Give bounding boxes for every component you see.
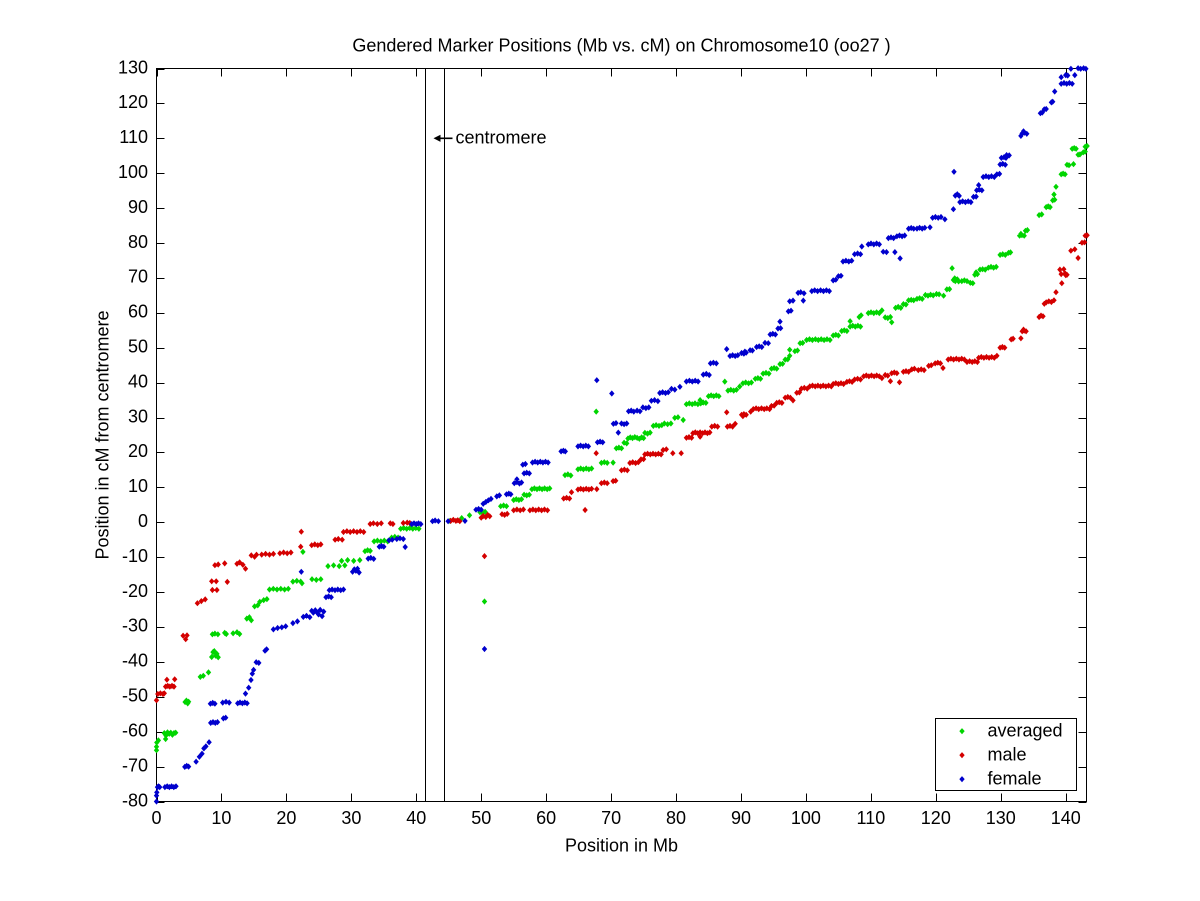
axis-ticks — [156, 68, 1087, 803]
legend-marker-averaged — [958, 727, 965, 734]
x-axis-label: Position in Mb — [564, 835, 679, 856]
x-tick-label: 70 — [601, 808, 621, 828]
y-tick-label: -50 — [122, 686, 148, 706]
y-tick-label: 20 — [128, 441, 148, 461]
x-tick-label: 60 — [536, 808, 556, 828]
legend-label-female: female — [987, 768, 1042, 789]
axes-box — [156, 68, 1087, 802]
y-tick-label: -30 — [122, 616, 148, 636]
y-tick-label: 30 — [128, 406, 148, 426]
x-tick-label: 120 — [921, 808, 951, 828]
legend-box: averaged male female — [934, 717, 1078, 791]
x-tick-label: 20 — [276, 808, 296, 828]
y-tick-label: -20 — [122, 581, 148, 601]
x-tick-label: 130 — [986, 808, 1016, 828]
y-tick-label: 10 — [128, 476, 148, 496]
x-tick-label: 0 — [151, 808, 161, 828]
legend-entry-averaged: averaged — [936, 719, 1078, 743]
y-tick-label: -60 — [122, 720, 148, 740]
y-tick-label: 70 — [128, 267, 148, 287]
tick-labels: 0 10 20 30 40 50 60 70 80 90 100 110 120 130 140-80-70… — [118, 57, 1081, 828]
y-tick-label: 100 — [118, 162, 148, 182]
series-averaged — [153, 142, 1090, 754]
x-tick-label: 30 — [341, 808, 361, 828]
scatter-points-averaged — [153, 142, 1090, 754]
y-axis-label: Position in cM from centromere — [92, 310, 113, 560]
legend-label-male: male — [987, 744, 1027, 765]
y-tick-label: 110 — [119, 127, 148, 147]
legend-marker-female — [958, 776, 965, 783]
y-tick-label: -70 — [122, 755, 148, 775]
scatter-points-female — [153, 65, 1089, 805]
y-tick-label: 60 — [128, 302, 148, 322]
x-tick-label: 140 — [1051, 808, 1081, 828]
y-tick-label: -80 — [122, 790, 148, 810]
centromere-arrow — [433, 134, 453, 142]
y-tick-label: 90 — [128, 197, 148, 217]
series-female — [153, 65, 1089, 805]
legend-entry-female: female — [936, 767, 1078, 791]
x-tick-label: 10 — [211, 808, 231, 828]
legend-entry-male: male — [936, 743, 1078, 767]
scatter-points-male — [153, 232, 1090, 704]
y-tick-label: 120 — [118, 92, 148, 112]
x-tick-label: 50 — [471, 808, 491, 828]
x-tick-label: 110 — [857, 808, 886, 828]
x-tick-label: 90 — [731, 808, 751, 828]
series-male — [153, 232, 1090, 704]
x-tick-label: 80 — [666, 808, 686, 828]
x-tick-label: 40 — [406, 808, 426, 828]
chart-title: Gendered Marker Positions (Mb vs. cM) on… — [352, 35, 891, 55]
y-tick-label: -40 — [122, 651, 148, 671]
y-tick-label: 0 — [138, 511, 148, 531]
legend-label-averaged: averaged — [987, 720, 1063, 741]
y-tick-label: 40 — [128, 371, 148, 391]
centromere-annotation: centromere — [455, 127, 547, 148]
y-tick-label: 50 — [128, 336, 148, 356]
y-tick-label: -10 — [122, 546, 148, 566]
x-tick-label: 100 — [791, 808, 821, 828]
legend-marker-male — [958, 751, 965, 759]
y-tick-label: 80 — [128, 232, 148, 252]
y-tick-label: 130 — [118, 57, 148, 77]
